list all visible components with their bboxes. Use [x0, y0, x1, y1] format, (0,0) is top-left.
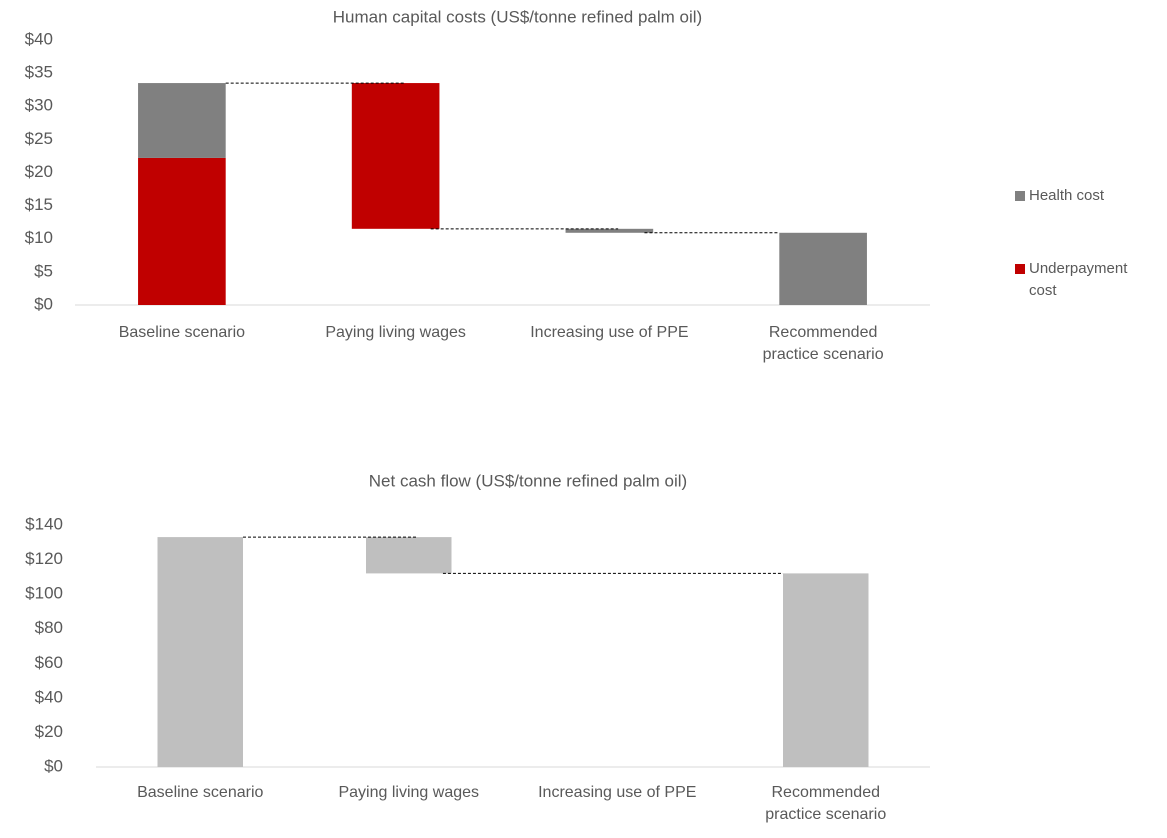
x-tick-label: Paying living wages	[338, 784, 480, 801]
y-tick-label: $10	[25, 228, 53, 247]
y-tick-label: $20	[35, 722, 63, 741]
y-tick-label: $20	[25, 162, 53, 181]
y-tick-label: $0	[34, 294, 53, 313]
y-tick-label: $5	[34, 261, 53, 280]
bar-segment	[779, 232, 867, 305]
legend-swatch	[1015, 264, 1025, 274]
x-tick-label: Recommended practice scenario	[765, 784, 887, 823]
y-tick-label: $140	[25, 514, 63, 533]
y-tick-label: $80	[35, 618, 63, 637]
x-tick-label: Baseline scenario	[137, 784, 264, 801]
y-tick-label: $100	[25, 584, 63, 603]
legend-swatch	[1015, 191, 1025, 201]
y-tick-label: $35	[25, 63, 53, 82]
bar-segment	[157, 537, 243, 767]
chart-title: Human capital costs (US$/tonne refined p…	[333, 7, 702, 26]
legend-label: Underpayment cost	[1029, 260, 1128, 299]
y-tick-label: $30	[25, 96, 53, 115]
x-tick-label: Baseline scenario	[118, 324, 246, 341]
y-tick-label: $40	[35, 687, 63, 706]
y-tick-label: $15	[25, 195, 53, 214]
x-tick-label: Paying living wages	[325, 324, 466, 341]
legend-label: Health cost	[1029, 187, 1105, 204]
x-tick-label: Recommended practice scenario	[762, 324, 884, 363]
x-tick-label: Increasing use of PPE	[530, 324, 689, 341]
bar-segment	[565, 228, 654, 233]
y-tick-label: $40	[25, 29, 53, 48]
bar-segment	[366, 537, 452, 574]
bar-segment	[138, 157, 226, 305]
y-tick-label: $25	[25, 129, 53, 148]
x-tick-label: Increasing use of PPE	[538, 784, 697, 801]
bar-segment	[783, 573, 869, 767]
y-tick-label: $60	[35, 653, 63, 672]
y-tick-label: $120	[25, 549, 63, 568]
bar-segment	[351, 83, 440, 229]
chart-title: Net cash flow (US$/tonne refined palm oi…	[369, 471, 687, 490]
bar-segment	[138, 83, 226, 158]
y-tick-label: $0	[44, 756, 63, 775]
